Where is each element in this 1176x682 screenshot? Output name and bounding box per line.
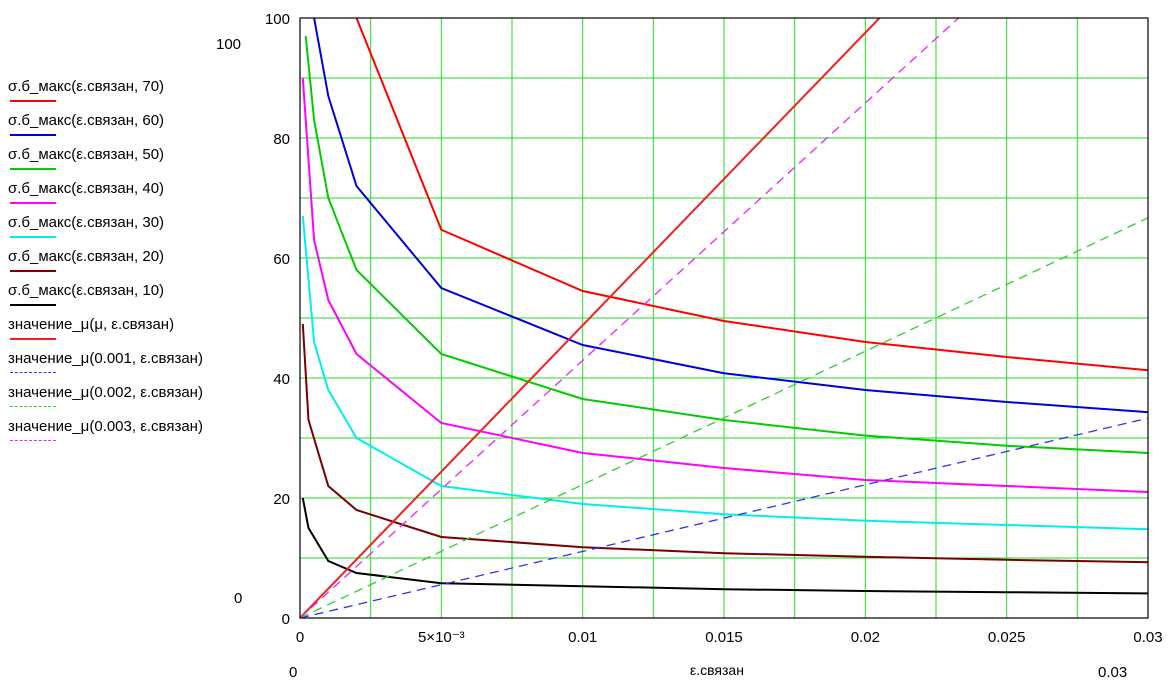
legend-swatch <box>10 406 56 407</box>
series-line-5 <box>301 215 1148 531</box>
legend-label: σ.б_макс(ε.связан, 40) <box>8 180 165 197</box>
x-min-label: 0 <box>289 664 298 681</box>
legend-swatch <box>10 304 56 306</box>
x-tick-label: 0.03 <box>1133 629 1162 646</box>
series-line-3 <box>304 35 1148 454</box>
x-tick-label: 0.015 <box>705 629 743 646</box>
x-axis-label: ε.связан <box>690 662 744 678</box>
tick-labels: 0 5×10⁻³ 0.01 0.015 0.02 0.025 0.03 0 20 40 60 80 10… <box>265 11 1163 646</box>
series-line-11 <box>300 18 960 618</box>
legend-item: значение_μ(0.001, ε.связан) <box>8 350 276 384</box>
series-lines <box>300 18 1148 618</box>
y-tick-label: 100 <box>265 11 290 28</box>
series-line-1 <box>355 18 1148 372</box>
series-line-4 <box>301 77 1148 493</box>
legend-item: σ.б_макс(ε.связан, 30) <box>8 214 276 248</box>
legend-swatch <box>10 236 56 238</box>
legend-label: σ.б_макс(ε.связан, 50) <box>8 146 165 163</box>
legend-item: значение_μ(0.003, ε.связан) <box>8 418 276 452</box>
series-line-7 <box>301 497 1148 595</box>
legend-swatch <box>10 440 56 441</box>
legend-swatch <box>10 100 56 102</box>
series-line-8 <box>300 18 881 618</box>
y-tick-label: 40 <box>273 371 290 388</box>
legend-swatch <box>10 202 56 204</box>
legend-item: σ.б_макс(ε.связан, 40) <box>8 180 276 214</box>
x-max-label: 0.03 <box>1098 664 1128 681</box>
x-tick-label: 0 <box>296 629 304 646</box>
x-tick-label: 5×10⁻³ <box>418 629 465 646</box>
series-line-2 <box>313 18 1148 414</box>
legend-item: σ.б_макс(ε.связан, 20) <box>8 248 276 282</box>
legend-item: σ.б_макс(ε.связан, 60) <box>8 112 276 146</box>
legend-item: σ.б_макс(ε.связан, 70) <box>8 78 276 112</box>
y-max-label: 100 <box>216 36 242 53</box>
y-tick-label: 0 <box>282 611 290 628</box>
legend-item: σ.б_макс(ε.связан, 10) <box>8 282 276 316</box>
legend-item: значение_μ(μ, ε.связан) <box>8 316 276 350</box>
x-tick-label: 0.025 <box>988 629 1026 646</box>
y-tick-label: 60 <box>273 251 290 268</box>
legend-swatch <box>10 338 56 340</box>
x-tick-label: 0.01 <box>568 629 597 646</box>
series-line-10 <box>300 217 1148 618</box>
legend-swatch <box>10 134 56 136</box>
plot-frame <box>299 17 1149 619</box>
legend-swatch <box>10 372 56 373</box>
legend-label: σ.б_макс(ε.связан, 10) <box>8 282 165 299</box>
legend-swatch <box>10 168 56 170</box>
x-tick-label: 0.02 <box>851 629 880 646</box>
y-tick-label: 80 <box>273 131 290 148</box>
legend-label: значение_μ(0.002, ε.связан) <box>8 384 203 401</box>
y-min-label: 0 <box>234 590 243 607</box>
legend-label: значение_μ(0.001, ε.связан) <box>8 350 203 367</box>
grid-lines <box>300 18 1148 618</box>
legend-swatch <box>10 270 56 272</box>
legend-item: значение_μ(0.002, ε.связан) <box>8 384 276 418</box>
legend-label: σ.б_макс(ε.связан, 60) <box>8 112 165 129</box>
series-line-6 <box>301 323 1148 564</box>
y-tick-label: 20 <box>273 491 290 508</box>
legend-label: значение_μ(μ, ε.связан) <box>8 316 175 333</box>
legend-item: σ.б_макс(ε.связан, 50) <box>8 146 276 180</box>
legend: σ.б_макс(ε.связан, 70) σ.б_макс(ε.связан,… <box>8 78 276 452</box>
legend-label: σ.б_макс(ε.связан, 30) <box>8 214 165 231</box>
series-line-9 <box>300 417 1148 618</box>
legend-label: σ.б_макс(ε.связан, 70) <box>8 78 165 95</box>
legend-label: σ.б_макс(ε.связан, 20) <box>8 248 165 265</box>
legend-label: значение_μ(0.003, ε.связан) <box>8 418 203 435</box>
